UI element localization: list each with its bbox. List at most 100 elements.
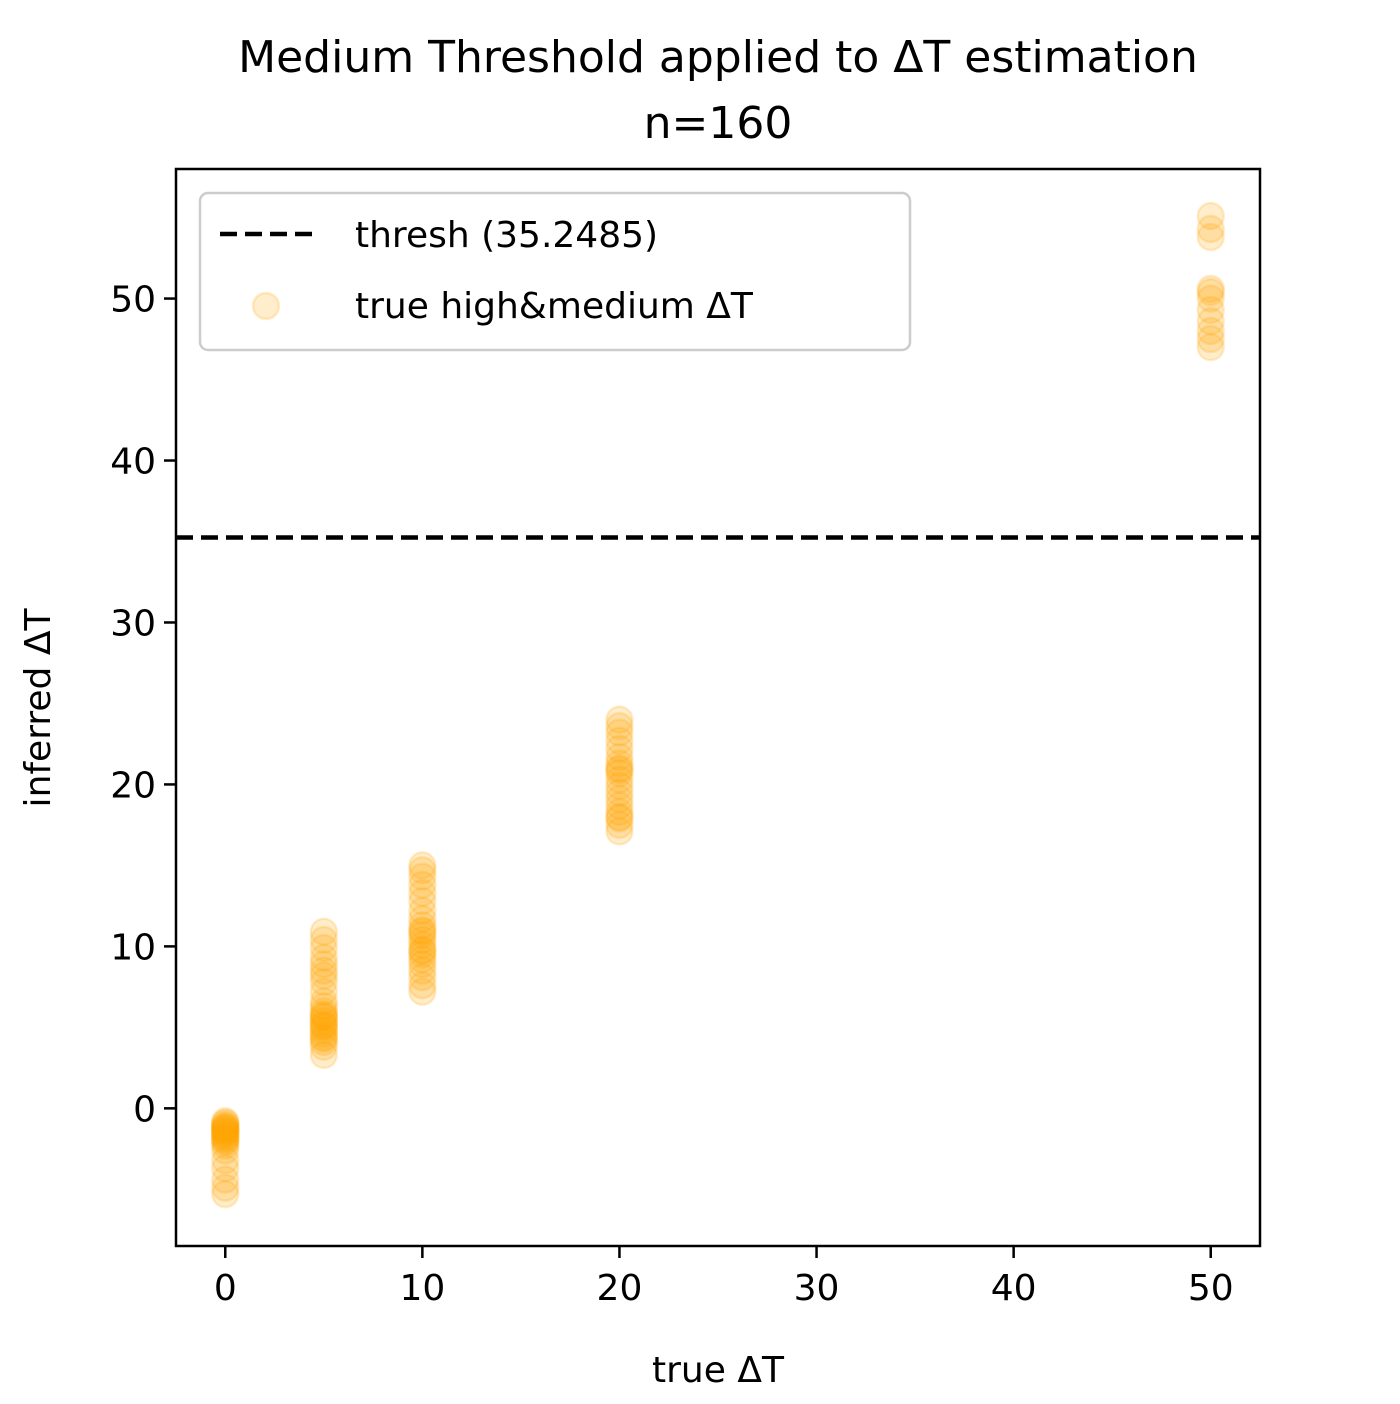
scatter-point [309, 996, 339, 1026]
scatter-point [309, 992, 339, 1021]
scatter-point [309, 933, 339, 963]
scatter-point [408, 962, 437, 992]
scatter-point [309, 967, 339, 997]
scatter-point [605, 817, 634, 846]
scatter-point [211, 1110, 240, 1139]
legend-box [198, 191, 912, 352]
scatter-point [605, 758, 634, 788]
scatter-point [211, 1165, 240, 1194]
scatter-point [211, 1107, 240, 1136]
scatter-point [309, 1013, 339, 1042]
scatter-point [211, 1179, 240, 1209]
scatter-point [1196, 214, 1225, 244]
scatter-point [211, 1128, 240, 1157]
scatter-point [408, 935, 437, 964]
scatter-point [309, 1003, 339, 1032]
scatter-point [309, 1016, 339, 1045]
scatter-point [1196, 316, 1225, 346]
scatter-point [408, 917, 437, 947]
scatter-point [211, 1126, 240, 1155]
scatter-point [309, 1000, 339, 1029]
legend-series-label: true high&medium ΔT [355, 286, 754, 327]
chart-subtitle: n=160 [644, 98, 793, 149]
y-tick-label: 10 [110, 927, 156, 968]
legend-threshold-label: thresh (35.2485) [355, 215, 658, 256]
scatter-point [211, 1136, 240, 1165]
scatter-point [605, 791, 634, 820]
scatter-point [309, 1032, 339, 1062]
scatter-point [309, 961, 339, 990]
scatter-point [309, 949, 339, 979]
scatter-point [211, 1113, 240, 1143]
scatter-point [408, 925, 437, 955]
scatter-point [605, 711, 634, 741]
scatter-point [605, 755, 634, 785]
y-axis-ticks: 0 10 20 30 40 50 [110, 280, 176, 1130]
scatter-point [408, 878, 437, 908]
scatter-point [211, 1113, 240, 1143]
scatter-points [211, 201, 1225, 1209]
scatter-point [309, 987, 339, 1016]
scatter-point [408, 904, 437, 934]
scatter-point [309, 917, 339, 947]
scatter-point [309, 1006, 339, 1036]
x-tick-label: 30 [794, 1268, 840, 1309]
x-axis-ticks: 0 10 20 30 40 50 [214, 1246, 1234, 1309]
scatter-point [309, 1022, 339, 1052]
scatter-point [408, 886, 437, 916]
scatter-point [605, 726, 634, 755]
x-tick-label: 40 [991, 1268, 1037, 1309]
y-tick-label: 20 [110, 765, 156, 806]
scatter-point [1196, 274, 1225, 304]
scatter-point [408, 936, 437, 966]
scatter-point [408, 949, 437, 979]
scatter-point [1196, 295, 1225, 325]
scatter-point [605, 749, 634, 778]
scatter-point [1196, 222, 1225, 252]
scatter-point [211, 1116, 240, 1146]
scatter-point [1196, 201, 1225, 231]
scatter-point [605, 784, 634, 814]
scatter-point [211, 1118, 240, 1147]
scatter-point [605, 804, 634, 833]
chart-title: Medium Threshold applied to ΔT estimatio… [238, 32, 1198, 83]
scatter-point [211, 1120, 240, 1149]
scatter-point [408, 971, 437, 1000]
x-tick-label: 50 [1188, 1268, 1234, 1309]
scatter-point [408, 862, 437, 891]
scatter-point [605, 705, 634, 734]
scatter-point [309, 1019, 339, 1049]
scatter-point [309, 1001, 339, 1031]
scatter-point [408, 930, 437, 960]
scatter-point [309, 1027, 339, 1057]
scatter-point [408, 945, 437, 974]
scatter-point [211, 1173, 240, 1202]
x-axis-label: true ΔT [652, 1350, 785, 1391]
scatter-point [408, 915, 437, 945]
scatter-point [1196, 332, 1225, 362]
scatter-point [605, 765, 634, 794]
scatter-point [309, 1009, 339, 1039]
scatter-point [408, 856, 437, 885]
scatter-point [408, 920, 437, 950]
y-axis-label: inferred ΔT [18, 608, 59, 808]
plot-area-frame [174, 167, 1262, 1248]
scatter-point [408, 870, 437, 900]
scatter-point [605, 734, 634, 764]
scatter-point [211, 1145, 240, 1175]
scatter-point [605, 797, 634, 827]
y-tick-label: 50 [110, 280, 156, 321]
scatter-point [408, 977, 437, 1006]
scatter-point [211, 1111, 240, 1141]
scatter-point [309, 956, 339, 985]
legend: thresh (35.2485) true high&medium ΔT [198, 191, 912, 352]
scatter-point [211, 1124, 240, 1154]
scatter-point [408, 911, 437, 940]
scatter-point [1196, 324, 1225, 354]
scatter-point [211, 1108, 240, 1138]
scatter-point [1196, 284, 1225, 313]
scatter-point [605, 778, 634, 807]
x-tick-label: 20 [597, 1268, 643, 1309]
